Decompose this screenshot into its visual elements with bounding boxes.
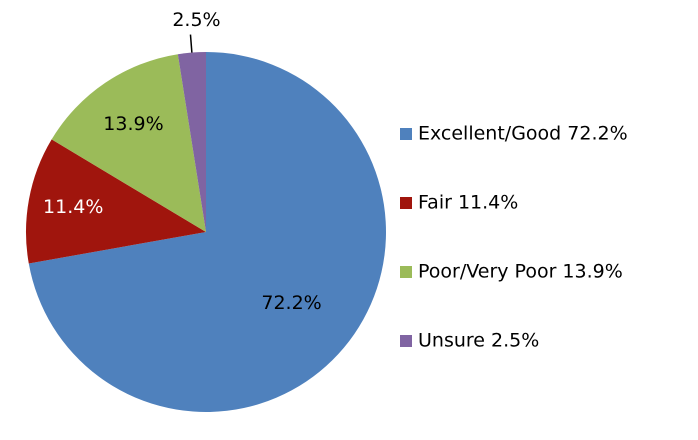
pie-slice [28, 52, 387, 412]
legend-swatch [400, 197, 412, 209]
legend-swatch [400, 266, 412, 278]
pie-slice [51, 54, 206, 233]
pie-slice [177, 52, 206, 232]
legend-swatch [400, 335, 412, 347]
legend-label: Fair 11.4% [418, 192, 518, 214]
data-label: 72.2% [261, 292, 321, 314]
leader-line [189, 34, 193, 53]
legend-swatch [400, 128, 412, 140]
legend-label: Excellent/Good 72.2% [418, 123, 628, 145]
legend-label: Unsure 2.5% [418, 330, 539, 352]
data-label: 11.4% [43, 196, 103, 218]
data-label: 2.5% [172, 9, 220, 31]
pie-slice [25, 139, 206, 264]
legend-label: Poor/Very Poor 13.9% [418, 261, 623, 283]
data-label: 13.9% [103, 113, 163, 135]
